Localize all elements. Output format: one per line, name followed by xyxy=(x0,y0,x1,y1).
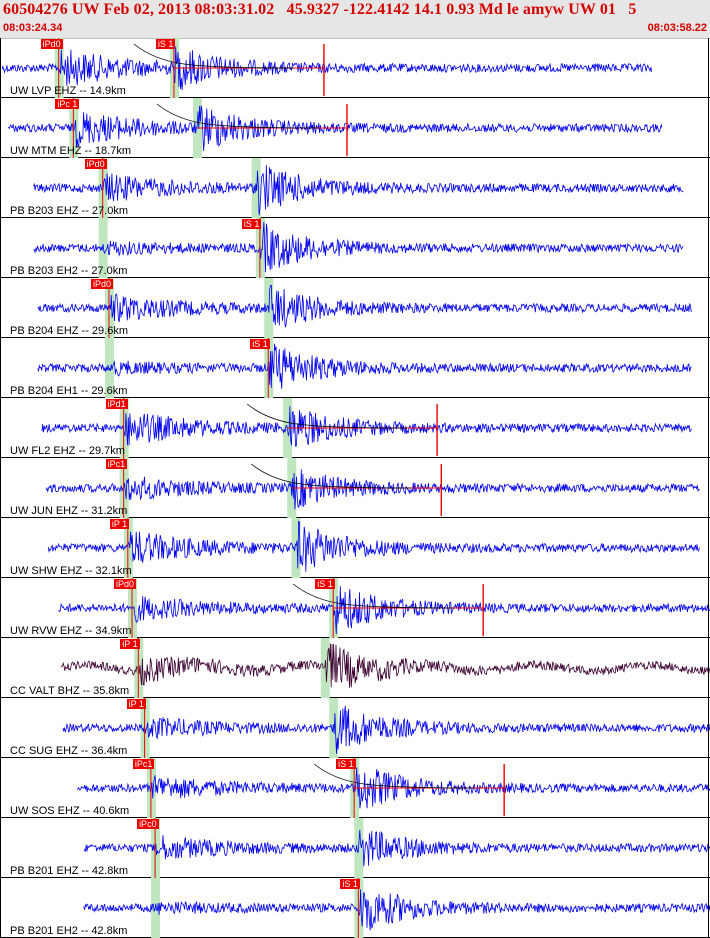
trace-panel[interactable]: iP 1 CC SUG EHZ -- 36.4km xyxy=(0,698,710,758)
waveform xyxy=(1,46,653,91)
p-pick-label[interactable]: iPc 1 xyxy=(55,99,80,109)
s-pick-label[interactable]: iS 1 xyxy=(315,579,335,589)
station-label: UW JUN EHZ -- 31.2km xyxy=(10,505,128,517)
p-pick-label[interactable]: iP 1 xyxy=(109,519,130,529)
event-header: 60504276 UW Feb 02, 2013 08:03:31.02 45.… xyxy=(0,0,710,39)
p-pick-label[interactable]: iPd0 xyxy=(90,279,113,289)
p-pick-label[interactable]: iPd0 xyxy=(84,159,107,169)
amplitude-decay-curve xyxy=(156,103,317,129)
trace-panel[interactable]: iPc1 UW JUN EHZ -- 31.2km xyxy=(0,458,710,518)
trace-panel[interactable]: iS 1 PB B204 EH1 -- 29.6km xyxy=(0,338,710,398)
trace-panel[interactable]: iPc1 iS 1 UW SOS EHZ -- 40.6km xyxy=(0,758,710,818)
amplitude-decay-curve xyxy=(313,763,475,789)
p-pick-label[interactable]: iPd0 xyxy=(114,579,137,589)
station-label: UW RVW EHZ -- 34.9km xyxy=(10,625,132,637)
p-window xyxy=(119,398,129,458)
p-pick-label[interactable]: iP 1 xyxy=(126,699,146,709)
p-pick-label[interactable]: iPc1 xyxy=(105,459,128,469)
waveform xyxy=(33,165,684,216)
trace-panel[interactable]: iP 1 CC VALT BHZ -- 35.8km xyxy=(0,638,710,698)
s-pick-label[interactable]: iS 1 xyxy=(340,879,360,889)
p-pick-label[interactable]: iPd0 xyxy=(40,39,63,49)
s-pick-label[interactable]: iS 1 xyxy=(241,219,262,229)
amplitude-decay-curve xyxy=(133,43,294,69)
window-start-time: 08:03:24.34 xyxy=(3,22,63,34)
waveform xyxy=(77,767,710,809)
trace-panel[interactable]: iPd0 PB B204 EHZ -- 29.6km xyxy=(0,278,710,338)
amplitude-decay-curve xyxy=(292,583,454,609)
amplitude-decay-curve xyxy=(251,463,412,489)
trace-panel[interactable]: iS 1 PB B201 EH2 -- 42.8km xyxy=(0,878,710,938)
station-label: PB B203 EHZ -- 27.0km xyxy=(10,205,128,217)
waveform xyxy=(45,469,700,510)
s-window xyxy=(291,518,301,578)
station-label: PB B201 EHZ -- 42.8km xyxy=(10,865,128,877)
trace-panel[interactable]: iPd0 PB B203 EHZ -- 27.0km xyxy=(0,158,710,218)
s-pick-label[interactable]: iS 1 xyxy=(155,39,176,49)
event-title: 60504276 UW Feb 02, 2013 08:03:31.02 45.… xyxy=(3,1,637,18)
waveform-svg xyxy=(77,758,710,818)
trace-panel[interactable]: iPd0 iS 1 UW LVP EHZ -- 14.9km xyxy=(0,38,710,98)
waveform xyxy=(60,643,710,688)
s-pick-label[interactable]: iS 1 xyxy=(336,759,356,769)
waveform xyxy=(37,343,692,389)
station-label: UW LVP EHZ -- 14.9km xyxy=(10,85,126,97)
station-label: PB B204 EHZ -- 29.6km xyxy=(10,325,128,337)
waveform xyxy=(83,889,710,931)
waveform xyxy=(83,829,710,867)
p-pick-label[interactable]: iPc0 xyxy=(137,819,159,829)
trace-panel[interactable]: iPc0 PB B201 EHZ -- 42.8km xyxy=(0,818,710,878)
station-label: UW SHW EHZ -- 32.1km xyxy=(10,565,132,577)
trace-panel[interactable]: iPd1 UW FL2 EHZ -- 29.7km xyxy=(0,398,710,458)
trace-panel[interactable]: iPd0 iS 1 UW RVW EHZ -- 34.9km xyxy=(0,578,710,638)
waveform xyxy=(33,221,684,273)
waveform xyxy=(62,705,710,754)
waveform xyxy=(8,105,663,151)
trace-panel[interactable]: iS 1 PB B203 EH2 -- 27.0km xyxy=(0,218,710,278)
station-label: UW SOS EHZ -- 40.6km xyxy=(10,805,130,817)
p-pick-label[interactable]: iP 1 xyxy=(120,639,140,649)
window-end-time: 08:03:58.22 xyxy=(647,22,707,34)
p-pick-label[interactable]: iPd1 xyxy=(105,399,128,409)
station-label: UW MTM EHZ -- 18.7km xyxy=(10,145,131,157)
trace-panel[interactable]: iPc 1 UW MTM EHZ -- 18.7km xyxy=(0,98,710,158)
station-label: CC SUG EHZ -- 36.4km xyxy=(10,745,128,757)
waveform xyxy=(47,520,700,572)
station-label: UW FL2 EHZ -- 29.7km xyxy=(10,445,125,457)
station-label: CC VALT BHZ -- 35.8km xyxy=(10,685,130,697)
waveform-svg xyxy=(8,98,663,158)
waveform xyxy=(37,284,692,328)
station-label: PB B203 EH2 -- 27.0km xyxy=(10,265,128,277)
station-label: PB B201 EH2 -- 42.8km xyxy=(10,925,128,937)
waveform-svg xyxy=(58,578,710,638)
amplitude-decay-curve xyxy=(246,403,408,429)
trace-panel[interactable]: iP 1 UW SHW EHZ -- 32.1km xyxy=(0,518,710,578)
p-window xyxy=(119,458,129,518)
waveform xyxy=(58,586,710,634)
s-window xyxy=(320,638,330,698)
s-pick-label[interactable]: iS 1 xyxy=(250,339,270,349)
station-label: PB B204 EH1 -- 29.6km xyxy=(10,385,128,397)
p-pick-label[interactable]: iPc1 xyxy=(132,759,155,769)
waveform xyxy=(41,406,692,447)
